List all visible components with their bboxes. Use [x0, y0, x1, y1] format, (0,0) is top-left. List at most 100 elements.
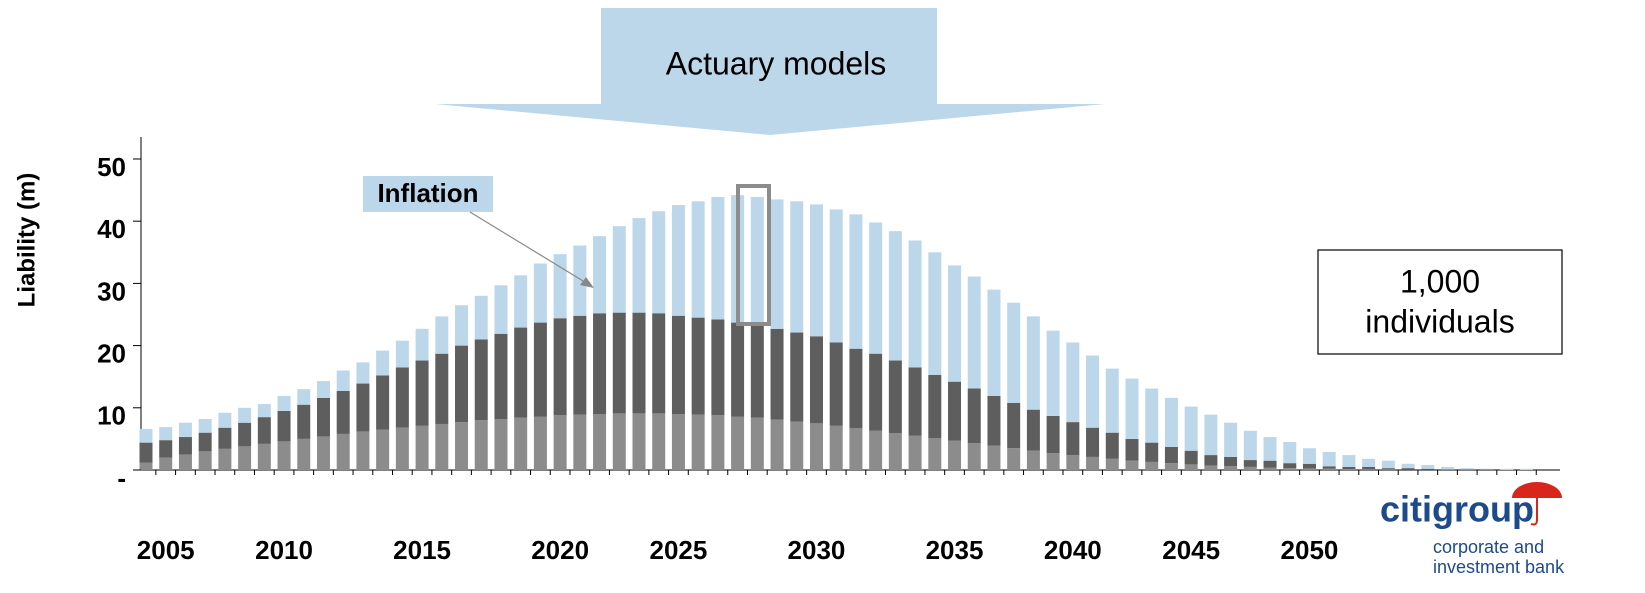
- bar-segment: [593, 313, 607, 415]
- bar-segment: [1086, 355, 1100, 428]
- bar-segment: [455, 305, 469, 346]
- bar-segment: [612, 413, 626, 470]
- bar-segment: [908, 435, 922, 470]
- bar-segment: [218, 412, 232, 428]
- bar-segment: [139, 442, 153, 463]
- bar-segment: [238, 407, 252, 423]
- bar-segment: [1204, 465, 1218, 470]
- bar-segment: [711, 415, 725, 470]
- bar-segment: [731, 416, 745, 470]
- bar-segment: [1362, 466, 1376, 470]
- bar-segment: [1026, 450, 1040, 470]
- bar-segment: [1066, 455, 1080, 470]
- bar-segment: [869, 353, 883, 431]
- x-tick-label: 2030: [788, 535, 846, 565]
- bar-segment: [1145, 388, 1159, 443]
- bar-segment: [316, 436, 330, 470]
- y-tick-label: 10: [97, 401, 126, 431]
- bar-segment: [474, 339, 488, 421]
- bar-segment: [1342, 469, 1356, 470]
- bar-segment: [336, 370, 350, 392]
- bar-segment: [1007, 402, 1021, 449]
- bar-segment: [1224, 422, 1238, 457]
- bar-segment: [1322, 451, 1336, 467]
- bar-segment: [1145, 442, 1159, 462]
- bar-segment: [139, 428, 153, 443]
- bar-segment: [1125, 460, 1139, 470]
- bar-segment: [1480, 468, 1494, 470]
- bar-segment: [455, 345, 469, 423]
- bar-segment: [573, 245, 587, 316]
- bar-segment: [159, 457, 173, 470]
- y-axis-label: Liability (m): [13, 173, 40, 308]
- bar-segment: [395, 427, 409, 470]
- bar-segment: [652, 413, 666, 470]
- bar-segment: [1184, 464, 1198, 470]
- bar-segment: [750, 417, 764, 470]
- bar-segment: [336, 391, 350, 434]
- bar-segment: [1184, 450, 1198, 465]
- bar-segment: [1086, 456, 1100, 470]
- bar-segment: [415, 425, 429, 470]
- bar-segment: [1381, 460, 1395, 469]
- bar-segment: [612, 312, 626, 414]
- bar-segment: [395, 340, 409, 368]
- arrow-head: [580, 277, 594, 288]
- bar-segment: [553, 318, 567, 416]
- bar-segment: [888, 360, 902, 434]
- bar-segment: [869, 430, 883, 470]
- bar-segment: [1322, 466, 1336, 469]
- bar-segment: [967, 276, 981, 389]
- bar-segment: [1224, 456, 1238, 467]
- bar-segment: [849, 214, 863, 349]
- bar-segment: [376, 375, 390, 430]
- bar-segment: [948, 265, 962, 382]
- y-tick-label: 30: [97, 276, 126, 306]
- bar-segment: [277, 395, 291, 411]
- y-tick-label: 50: [97, 152, 126, 182]
- bar-segment: [297, 389, 311, 405]
- bar-segment: [750, 325, 764, 418]
- bar-segment: [1224, 466, 1238, 470]
- bar-segment: [1164, 397, 1178, 447]
- x-tick-label: 2010: [255, 535, 313, 565]
- bar-segment: [632, 312, 646, 414]
- bar-segment: [474, 420, 488, 470]
- bar-segment: [652, 313, 666, 414]
- annotation-box: [363, 176, 493, 212]
- bar-segment: [1007, 302, 1021, 403]
- bar-segment: [178, 454, 192, 470]
- bars: [139, 195, 1533, 470]
- bar-segment: [474, 295, 488, 340]
- bar-segment: [1362, 469, 1376, 470]
- bar-segment: [376, 429, 390, 470]
- bar-segment: [1105, 368, 1119, 433]
- bar-segment: [159, 427, 173, 441]
- bar-segment: [1283, 463, 1297, 469]
- logo-name: citigroup: [1380, 489, 1534, 530]
- bar-segment: [948, 440, 962, 470]
- bar-segment: [1381, 469, 1395, 470]
- bar-segment: [1263, 467, 1277, 470]
- bar-segment: [455, 422, 469, 470]
- bar-segment: [869, 222, 883, 354]
- bar-segment: [770, 328, 784, 420]
- bar-segment: [376, 350, 390, 376]
- bar-segment: [257, 404, 271, 418]
- bar-segment: [632, 218, 646, 313]
- bar-segment: [573, 315, 587, 415]
- bar-segment: [829, 425, 843, 470]
- bar-segment: [1204, 455, 1218, 466]
- bar-segment: [1066, 422, 1080, 456]
- bar-segment: [435, 316, 449, 354]
- bar-segment: [277, 410, 291, 442]
- bar-segment: [691, 201, 705, 318]
- bar-segment: [829, 342, 843, 426]
- bar-segment: [928, 438, 942, 470]
- bar-segment: [1026, 409, 1040, 451]
- bar-segment: [711, 196, 725, 320]
- bar-segment: [1086, 427, 1100, 457]
- bar-segment: [652, 211, 666, 314]
- bar-segment: [1460, 468, 1474, 470]
